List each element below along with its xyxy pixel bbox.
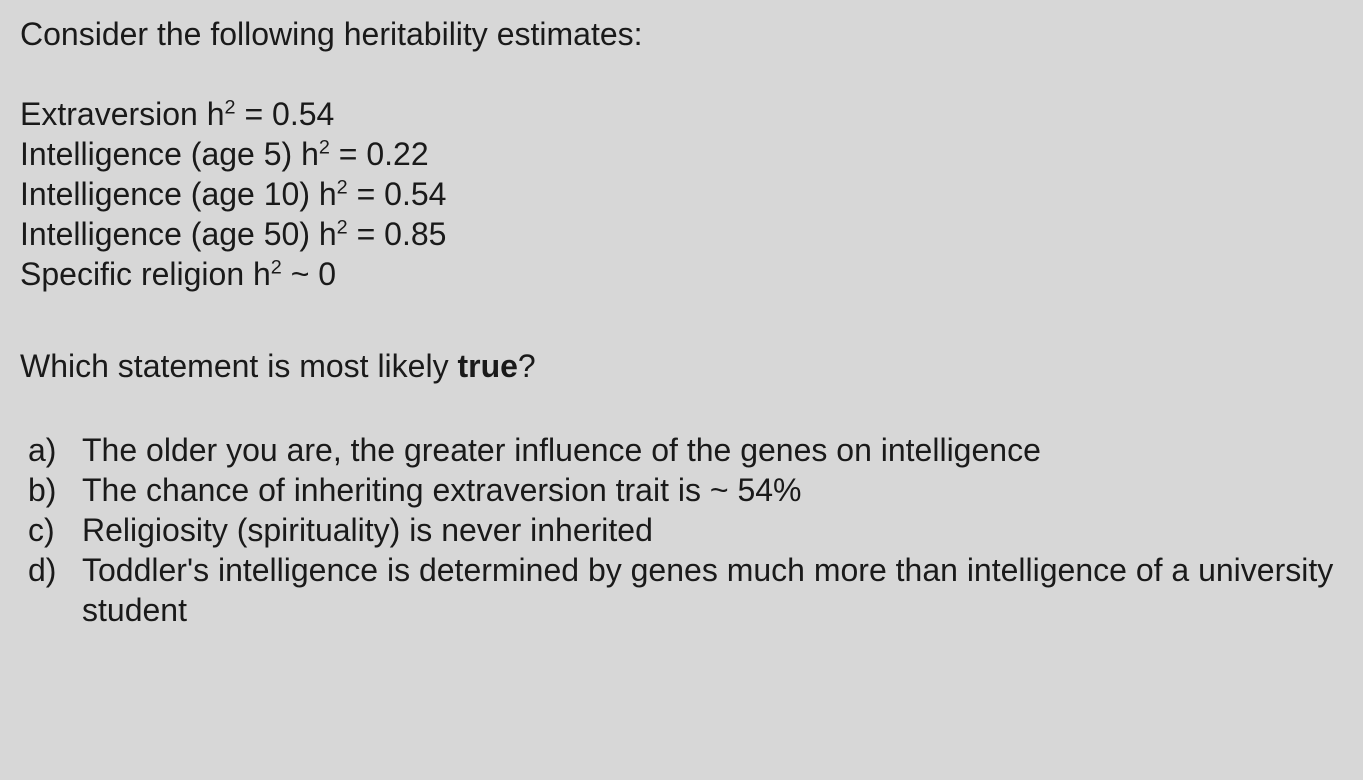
option-letter: d) [28, 550, 82, 590]
option-letter: b) [28, 470, 82, 510]
option-a: a) The older you are, the greater influe… [28, 430, 1343, 470]
data-label: Intelligence (age 10) [20, 176, 310, 212]
option-c: c) Religiosity (spirituality) is never i… [28, 510, 1343, 550]
relation: = [339, 136, 358, 172]
relation: ~ [291, 256, 310, 292]
option-letter: c) [28, 510, 82, 550]
option-text: The older you are, the greater influence… [82, 430, 1343, 470]
question-suffix: ? [518, 348, 536, 384]
data-line-extraversion: Extraversion h2 = 0.54 [20, 94, 1343, 134]
question-prefix: Which statement is most likely [20, 348, 457, 384]
heritability-data: Extraversion h2 = 0.54 Intelligence (age… [20, 94, 1343, 294]
options-list: a) The older you are, the greater influe… [20, 430, 1343, 630]
data-label: Specific religion [20, 256, 244, 292]
relation: = [357, 216, 376, 252]
data-line-religion: Specific religion h2 ~ 0 [20, 254, 1343, 294]
option-letter: a) [28, 430, 82, 470]
stat-symbol: h2 [301, 136, 330, 172]
option-d: d) Toddler's intelligence is determined … [28, 550, 1343, 630]
data-label: Intelligence (age 50) [20, 216, 310, 252]
data-value: 0 [318, 256, 336, 292]
stat-symbol: h2 [319, 176, 348, 212]
data-line-intelligence-5: Intelligence (age 5) h2 = 0.22 [20, 134, 1343, 174]
intro-text: Consider the following heritability esti… [20, 14, 1343, 54]
stat-symbol: h2 [207, 96, 236, 132]
question-text: Which statement is most likely true? [20, 346, 1343, 386]
data-label: Extraversion [20, 96, 198, 132]
data-line-intelligence-10: Intelligence (age 10) h2 = 0.54 [20, 174, 1343, 214]
option-text: Toddler's intelligence is determined by … [82, 550, 1343, 630]
relation: = [357, 176, 376, 212]
data-value: 0.22 [366, 136, 428, 172]
stat-symbol: h2 [319, 216, 348, 252]
option-text: Religiosity (spirituality) is never inhe… [82, 510, 1343, 550]
data-value: 0.54 [272, 96, 334, 132]
data-line-intelligence-50: Intelligence (age 50) h2 = 0.85 [20, 214, 1343, 254]
question-slide: Consider the following heritability esti… [0, 0, 1363, 650]
data-value: 0.54 [384, 176, 446, 212]
data-label: Intelligence (age 5) [20, 136, 292, 172]
stat-symbol: h2 [253, 256, 282, 292]
option-b: b) The chance of inheriting extraversion… [28, 470, 1343, 510]
option-text: The chance of inheriting extraversion tr… [82, 470, 1343, 510]
data-value: 0.85 [384, 216, 446, 252]
relation: = [244, 96, 263, 132]
question-bold: true [457, 348, 517, 384]
